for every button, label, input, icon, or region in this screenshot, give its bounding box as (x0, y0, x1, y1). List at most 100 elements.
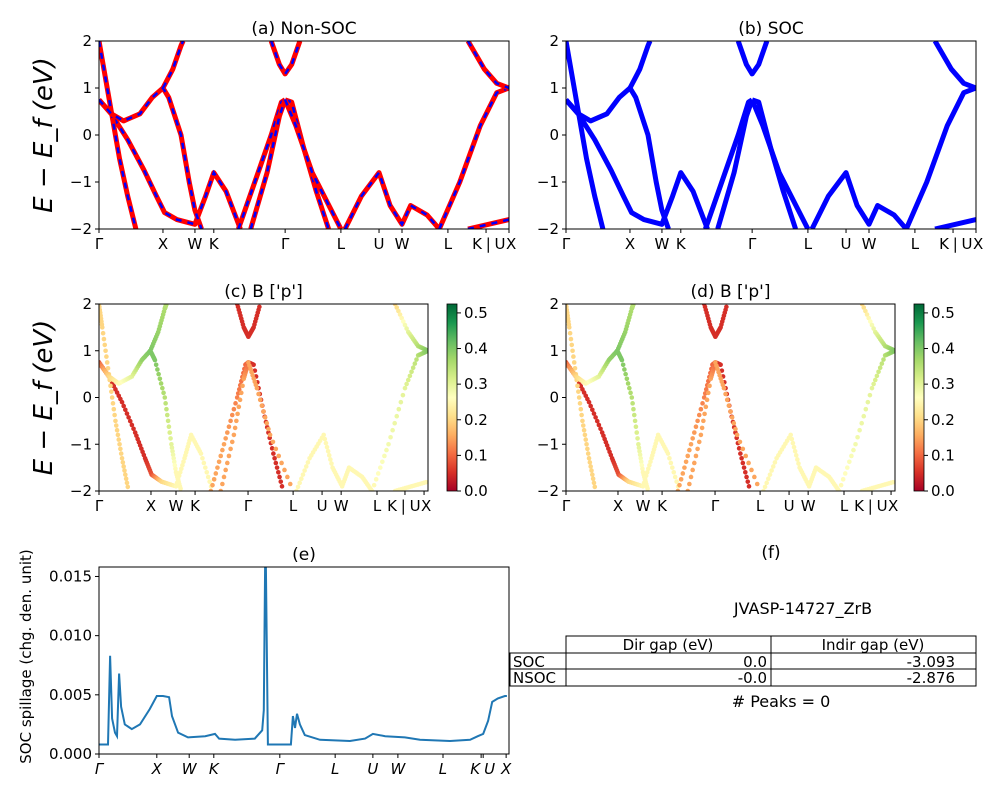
band-point (764, 480, 769, 486)
band-point (396, 406, 402, 412)
band-point (683, 459, 689, 465)
band-point (160, 385, 165, 391)
band-point (407, 373, 413, 379)
band-point (267, 432, 273, 438)
band-point (576, 395, 582, 400)
band-point (168, 436, 173, 441)
axes-frame (98, 566, 510, 755)
band-point (390, 427, 395, 433)
band-point (692, 460, 697, 466)
band-point (384, 447, 389, 453)
band-point (285, 474, 290, 480)
band-point (235, 411, 240, 417)
band-point (282, 467, 287, 473)
band-point (879, 361, 885, 366)
band-point (371, 482, 377, 488)
band-point (276, 453, 282, 459)
band-dash (438, 86, 509, 229)
y-tick-label: 1 (549, 79, 559, 97)
band-point (109, 389, 114, 394)
x-tick-label: X (973, 235, 983, 253)
band-point (269, 446, 275, 451)
x-tick-label: X (500, 760, 512, 778)
band-point (119, 455, 125, 461)
band-point (849, 453, 854, 459)
band-point (741, 465, 747, 470)
band-point (157, 376, 163, 382)
band-point (693, 424, 699, 430)
band-point (203, 465, 208, 470)
band-point (836, 488, 842, 491)
band-line (465, 41, 509, 91)
y-tick-label: −2 (70, 482, 92, 500)
band-line (715, 98, 755, 229)
colorbar-tick-label: 0.0 (464, 482, 488, 500)
band-point (236, 387, 242, 392)
band-point (198, 451, 204, 456)
band-point (590, 476, 596, 482)
table-column-header: Indir gap (eV) (822, 636, 925, 654)
band-point (635, 436, 640, 441)
band-point (619, 357, 625, 363)
x-tick-label: W (334, 497, 349, 515)
x-tick-label: W (390, 760, 406, 778)
band-point (173, 484, 179, 489)
band-point (297, 480, 302, 486)
x-tick-label: U (317, 497, 328, 515)
table-cell: -3.093 (907, 653, 955, 671)
colorbar-tick-label: 0.3 (931, 375, 955, 393)
table-column-header: Dir gap (eV) (623, 636, 714, 654)
band-point (305, 460, 311, 465)
band-point (598, 426, 603, 432)
x-tick-label: W (395, 235, 410, 253)
x-tick-label: W (169, 497, 184, 515)
band-point (740, 460, 746, 466)
band-point (277, 474, 282, 480)
colorbar-tick-label: 0.1 (931, 446, 955, 464)
band-point (792, 448, 798, 454)
band-point (299, 476, 304, 482)
band-point (645, 486, 650, 491)
band-point (788, 432, 794, 438)
panel-title: (b) SOC (738, 19, 804, 39)
band-point (685, 488, 691, 491)
band-line (342, 170, 442, 229)
band-point (739, 455, 744, 461)
band-point (231, 432, 237, 438)
band-point (113, 418, 118, 424)
band-point (842, 471, 848, 476)
band-point (696, 412, 702, 418)
y-tick-label: 0.005 (49, 686, 92, 704)
band-point (796, 461, 801, 466)
band-point (220, 481, 225, 487)
y-tick-label: −2 (70, 220, 92, 238)
band-point (754, 481, 760, 487)
spillage-line (99, 567, 507, 746)
band-point (254, 385, 260, 391)
x-tick-label: U (374, 235, 385, 253)
band-point (672, 474, 678, 480)
band-point (398, 399, 404, 405)
band-point (204, 470, 210, 475)
band-point (279, 460, 284, 466)
band-point (262, 415, 268, 420)
x-tick-label: L (337, 235, 346, 253)
band-point (257, 397, 263, 403)
band-point (586, 455, 592, 461)
band-point (793, 453, 799, 458)
band-point (678, 477, 684, 482)
band-point (228, 446, 233, 452)
band-point (636, 441, 641, 447)
band-point (634, 430, 640, 435)
band-point (869, 322, 875, 328)
band-point (695, 446, 700, 452)
band-point (590, 407, 595, 413)
band-point (225, 460, 230, 466)
band-point (690, 467, 695, 473)
y-tick-label: 0.010 (49, 627, 92, 645)
peaks-count: # Peaks = 0 (732, 692, 831, 711)
band-point (377, 465, 383, 470)
band-point (266, 426, 271, 432)
band-point (746, 484, 752, 489)
table-cell: -2.876 (907, 669, 955, 687)
